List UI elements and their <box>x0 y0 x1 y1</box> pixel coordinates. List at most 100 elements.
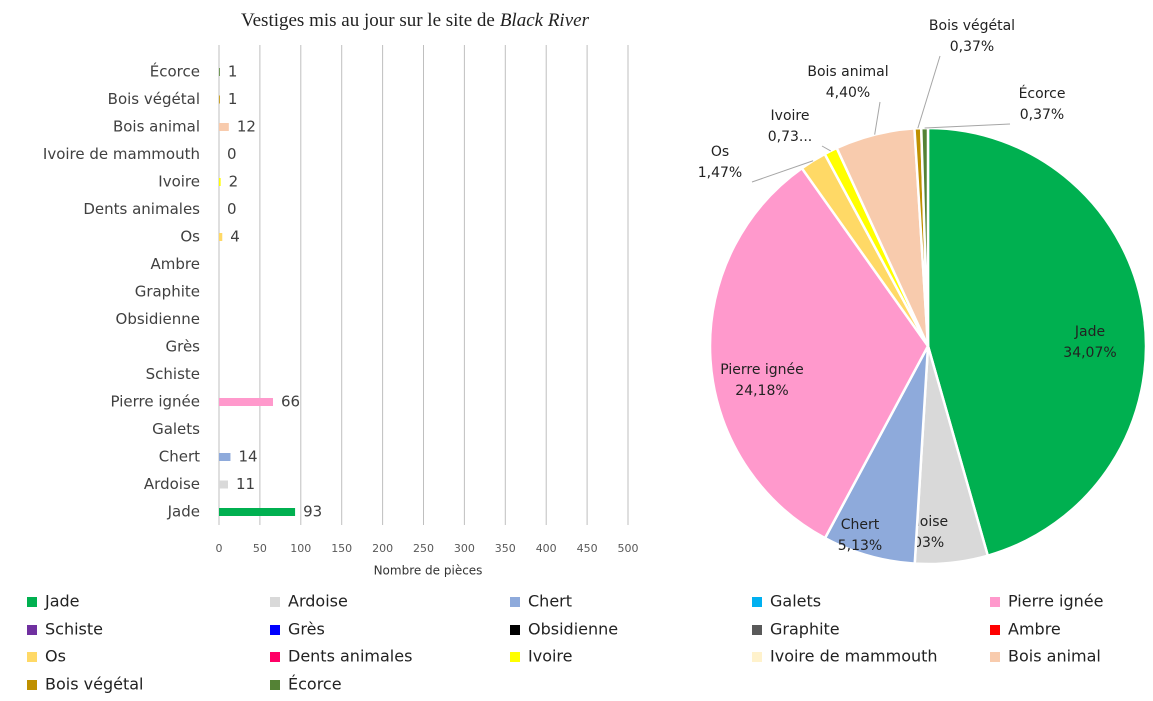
y-tick-label: Obsidienne <box>116 310 200 328</box>
legend-label: Schiste <box>45 620 103 639</box>
leader-line <box>917 55 941 129</box>
legend-label: Graphite <box>770 620 840 639</box>
legend-label: Bois animal <box>1008 647 1101 666</box>
y-tick-label: Écorce <box>150 62 200 81</box>
legend-label: Grès <box>288 620 325 639</box>
leader-line <box>924 123 1011 129</box>
legend-label: Ivoire <box>528 647 573 666</box>
bar-value-label: 14 <box>238 448 257 466</box>
pie-value-label: 5,13% <box>838 538 882 554</box>
bar-value-label: 93 <box>303 503 322 521</box>
pie-category-label: Bois végétal <box>929 18 1015 34</box>
legend-swatch <box>752 597 762 607</box>
bar <box>219 233 223 241</box>
legend-label: Ivoire de mammouth <box>770 647 938 666</box>
bar-value-label: 0 <box>227 200 237 218</box>
x-tick-label: 300 <box>454 542 475 555</box>
legend-swatch <box>27 652 37 662</box>
legend-label: Bois végétal <box>45 675 143 694</box>
bar-value-label: 11 <box>236 475 255 493</box>
x-tick-label: 500 <box>618 542 639 555</box>
chart-title: Vestiges mis au jour sur le site de Black… <box>241 10 590 31</box>
x-axis-label: Nombre de pièces <box>374 564 483 578</box>
legend-swatch <box>990 597 1000 607</box>
legend-swatch <box>990 625 1000 635</box>
bar <box>219 398 273 406</box>
x-tick-label: 100 <box>290 542 311 555</box>
legend-swatch <box>27 625 37 635</box>
legend-swatch <box>510 652 520 662</box>
pie-value-label: 0,73... <box>768 129 813 145</box>
y-tick-label: Galets <box>152 420 200 438</box>
bar <box>219 178 221 186</box>
y-tick-label: Ambre <box>151 255 200 273</box>
bar <box>219 123 229 131</box>
bar-value-label: 1 <box>228 63 238 81</box>
pie-slice <box>708 166 930 540</box>
bar <box>219 68 220 76</box>
y-tick-label: Ivoire <box>158 173 200 191</box>
legend-swatch <box>752 652 762 662</box>
legend-swatch <box>27 597 37 607</box>
legend-swatch <box>990 652 1000 662</box>
x-tick-label: 350 <box>495 542 516 555</box>
legend-swatch <box>752 625 762 635</box>
legend-swatch <box>270 597 280 607</box>
pie-value-label: 0,37% <box>1020 107 1064 123</box>
bar <box>219 95 220 104</box>
bar <box>219 508 296 516</box>
x-tick-label: 50 <box>253 542 267 555</box>
bar <box>219 480 228 489</box>
bar-value-label: 66 <box>281 393 300 411</box>
pie-value-label: 24,18% <box>735 383 788 399</box>
bar-value-label: 1 <box>228 90 238 108</box>
legend-label: Écorce <box>288 675 342 694</box>
y-tick-label: Jade <box>167 503 200 521</box>
pie-category-label: Jade <box>1074 324 1105 340</box>
y-tick-label: Ardoise <box>144 475 200 493</box>
pie-value-label: 1,47% <box>698 165 742 181</box>
pie-value-label: 0,37% <box>950 39 994 55</box>
legend-swatch <box>510 597 520 607</box>
pie-category-label: Écorce <box>1019 85 1066 102</box>
title-text: Vestiges mis au jour sur le site de <box>241 10 495 31</box>
bar-value-label: 0 <box>227 145 237 163</box>
y-tick-label: Os <box>180 228 200 246</box>
leader-line <box>874 101 881 135</box>
y-tick-label: Schiste <box>146 365 200 383</box>
title-italic: Black River <box>500 10 590 31</box>
legend-label: Ambre <box>1008 620 1061 639</box>
legend-swatch <box>270 680 280 690</box>
x-tick-label: 200 <box>372 542 393 555</box>
x-tick-label: 450 <box>577 542 598 555</box>
legend-swatch <box>270 652 280 662</box>
legend-label: Ardoise <box>288 592 348 611</box>
y-tick-label: Bois animal <box>113 118 200 136</box>
legend-label: Os <box>45 647 66 666</box>
legend-swatch <box>27 680 37 690</box>
y-tick-label: Pierre ignée <box>110 393 200 411</box>
y-tick-label: Ivoire de mammouth <box>43 145 200 163</box>
legend-swatch <box>510 625 520 635</box>
pie-value-label: 34,07% <box>1063 345 1116 361</box>
bar-value-label: 12 <box>237 118 256 136</box>
y-tick-label: Graphite <box>135 283 200 301</box>
pie-category-label: Bois animal <box>807 64 888 80</box>
y-tick-label: Chert <box>159 448 200 466</box>
x-tick-label: 150 <box>331 542 352 555</box>
bar-value-label: 4 <box>230 228 240 246</box>
legend-label: Dents animales <box>288 647 412 666</box>
pie-category-label: Chert <box>841 517 880 533</box>
x-tick-label: 400 <box>536 542 557 555</box>
leader-line <box>821 145 831 152</box>
pie-category-label: Pierre ignée <box>720 362 804 378</box>
legend-label: Jade <box>44 592 80 611</box>
pie-value-label: 4,40% <box>826 85 870 101</box>
legend-label: Pierre ignée <box>1008 592 1103 611</box>
pie-category-label: Os <box>711 144 729 160</box>
leader-line <box>751 160 814 183</box>
bar-value-label: 2 <box>229 173 239 191</box>
legend-label: Chert <box>528 592 572 611</box>
legend-label: Obsidienne <box>528 620 618 639</box>
